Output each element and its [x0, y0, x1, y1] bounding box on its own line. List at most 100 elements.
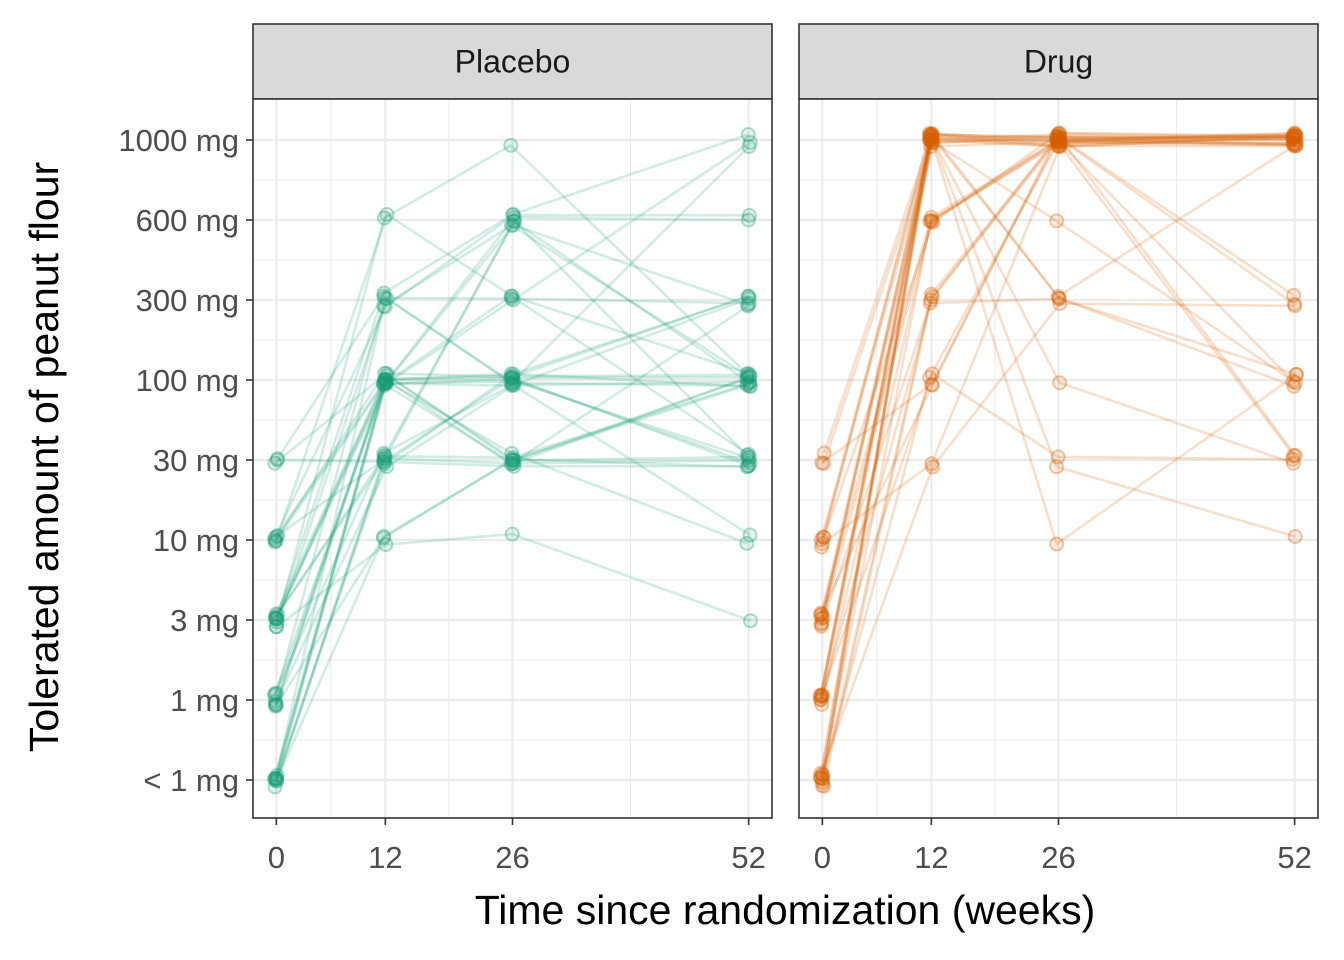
series-line [821, 133, 1296, 779]
data-point [923, 128, 939, 144]
data-point [814, 615, 830, 631]
y-tick-label: 100 mg [136, 363, 239, 398]
series-line [821, 131, 1295, 783]
data-point [378, 375, 394, 391]
series-line [275, 375, 748, 615]
data-point [267, 698, 283, 714]
data-point [924, 376, 940, 392]
data-point [504, 288, 520, 304]
data-point [269, 614, 285, 630]
data-point [741, 139, 757, 155]
data-point [504, 368, 520, 384]
series-line [274, 375, 751, 706]
data-point [742, 378, 758, 394]
x-axis: 0 12 26 52 [814, 818, 1312, 875]
data-point [270, 607, 286, 623]
data-point [741, 449, 757, 465]
series-line [274, 380, 749, 702]
data-point [375, 530, 391, 546]
data-point [740, 288, 756, 304]
data-point [377, 447, 393, 463]
data-point [813, 687, 829, 703]
data-point [376, 456, 392, 472]
data-point [506, 455, 522, 471]
data-point [1288, 128, 1304, 144]
data-point [376, 372, 392, 388]
data-point [739, 535, 755, 551]
panel-placebo: Placebo 0 12 26 52 [252, 23, 773, 875]
data-point [1286, 447, 1302, 463]
data-point [815, 774, 831, 790]
series-line [819, 132, 1295, 779]
data-point [1052, 139, 1068, 155]
data-point [504, 375, 520, 391]
series-line [274, 380, 750, 705]
data-point [376, 210, 392, 226]
data-point [815, 766, 831, 782]
data-point [377, 451, 393, 467]
data-point [1285, 136, 1301, 152]
data-point [1050, 134, 1066, 150]
x-tick-label: 52 [1277, 840, 1311, 875]
series-line [820, 135, 1296, 464]
data-point [1288, 138, 1304, 154]
data-point [1051, 290, 1067, 306]
y-tick-label: 300 mg [136, 283, 239, 318]
data-point [814, 606, 830, 622]
gridlines [799, 99, 1318, 818]
data-point [741, 368, 757, 384]
data-point [740, 458, 756, 474]
data-point [506, 452, 522, 468]
data-point [503, 291, 519, 307]
data-point [269, 610, 285, 626]
data-point [1285, 455, 1301, 471]
data-point [816, 529, 832, 545]
data-point [378, 374, 394, 390]
data-point [814, 689, 830, 705]
series-line [819, 136, 1294, 697]
series-line [821, 141, 1297, 775]
data-point [1049, 459, 1065, 475]
data-point [814, 696, 830, 712]
data-point [1052, 136, 1068, 152]
data-point [1285, 131, 1301, 147]
data-point [505, 206, 521, 222]
data-point [813, 765, 829, 781]
data-point [267, 696, 283, 712]
series-line [819, 134, 1294, 701]
series-line [275, 295, 750, 780]
series-line [820, 137, 1295, 619]
data-point [740, 298, 756, 314]
data-point [267, 609, 283, 625]
series-line [275, 304, 749, 620]
series-line [822, 133, 1297, 787]
data-point [740, 369, 756, 385]
data-point [268, 529, 284, 545]
data-point [269, 771, 285, 787]
data-point [377, 365, 393, 381]
data-point [504, 378, 520, 394]
x-tick-label: 12 [368, 840, 402, 875]
data-point [1287, 375, 1303, 391]
data-point [1050, 129, 1066, 145]
data-point [922, 132, 938, 148]
data-point [267, 455, 283, 471]
data-point [1288, 128, 1304, 144]
data-point [924, 133, 940, 149]
series-line [274, 213, 749, 542]
data-point [813, 689, 829, 705]
data-point [923, 128, 939, 144]
data-point [505, 207, 521, 223]
data-point [1286, 135, 1302, 151]
data-point [1052, 375, 1068, 391]
series-line [274, 373, 750, 706]
data-point [1051, 291, 1067, 307]
data-point [923, 126, 939, 142]
series-line [273, 216, 749, 780]
series-line [819, 372, 1293, 700]
y-axis-title: Tolerated amount of peanut flour [21, 162, 67, 752]
data-point [504, 526, 520, 542]
data-point [742, 134, 758, 150]
series-line [276, 133, 749, 616]
data-point [377, 448, 393, 464]
